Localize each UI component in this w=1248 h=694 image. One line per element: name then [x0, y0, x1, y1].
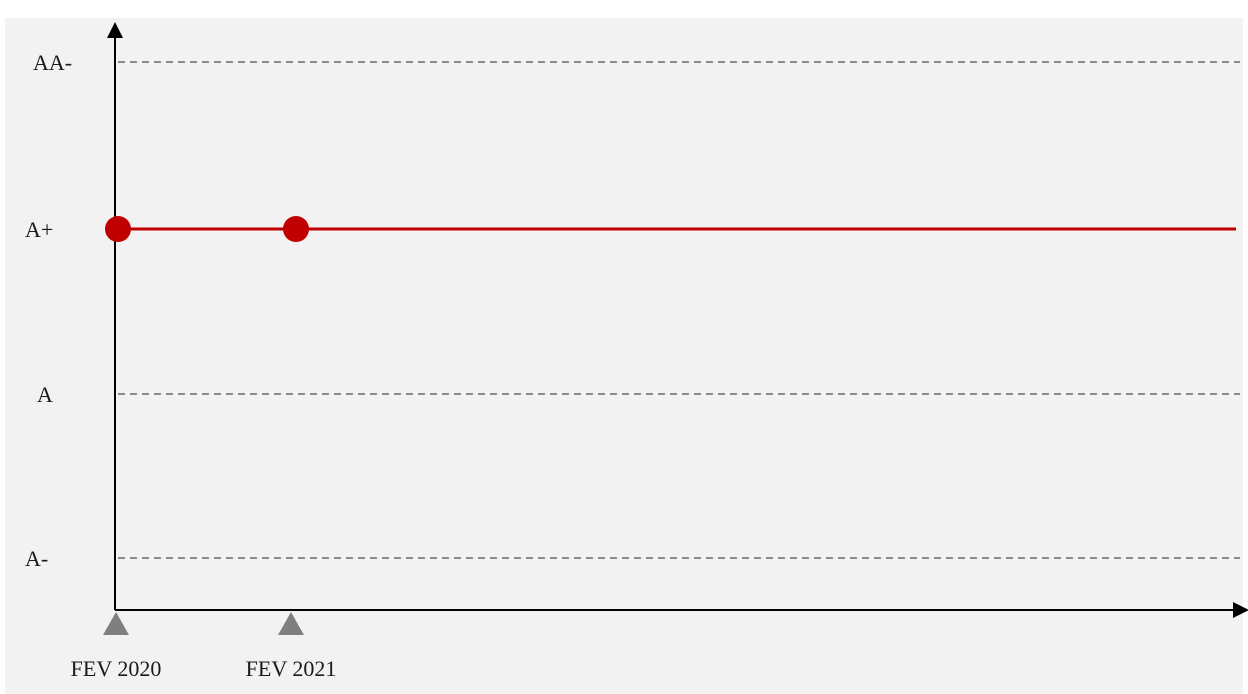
data-point — [283, 216, 309, 242]
y-tick-label: A+ — [25, 217, 53, 242]
x-tick-triangle — [103, 612, 129, 635]
plot-background — [5, 18, 1243, 694]
x-axis-ticks: FEV 2020 FEV 2021 — [71, 612, 337, 681]
x-tick-label: FEV 2021 — [246, 656, 337, 681]
y-tick-label: A- — [25, 546, 48, 571]
x-tick-triangle — [278, 612, 304, 635]
y-tick-label: A — [37, 382, 53, 407]
x-tick-label: FEV 2020 — [71, 656, 162, 681]
data-point — [105, 216, 131, 242]
series-rating — [105, 216, 1236, 242]
gridlines — [118, 61, 1240, 559]
y-tick-label: AA- — [33, 50, 72, 75]
y-axis-labels: A- A A+ AA- — [25, 50, 72, 571]
